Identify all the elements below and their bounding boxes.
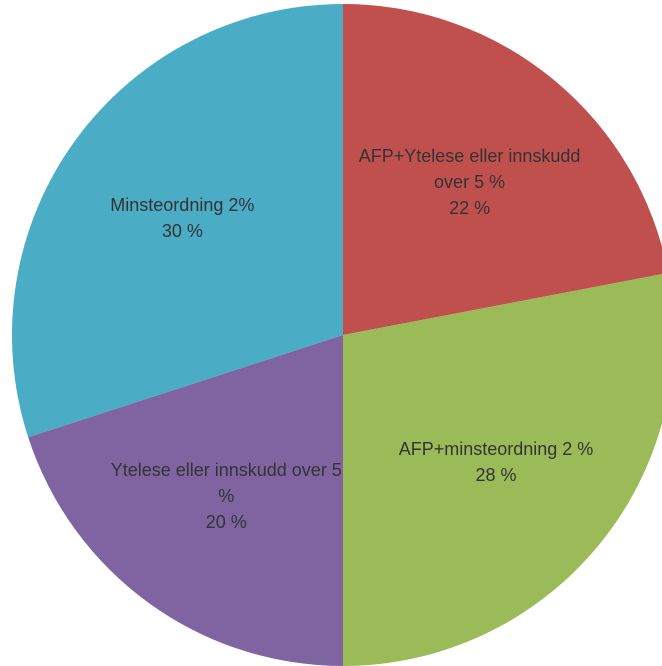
slice-label: Ytelese eller innskudd over 5 % 20 %: [106, 457, 346, 535]
pie-slice: [11, 4, 344, 438]
slice-label: Minsteordning 2% 30 %: [62, 192, 302, 244]
category-label: Ytelese eller innskudd over 5 %: [110, 459, 342, 506]
category-label: Minsteordning 2%: [110, 195, 255, 216]
pie-slice: [343, 4, 662, 335]
value-label: 20 %: [205, 511, 247, 532]
pie-slice: [343, 274, 662, 666]
pie-slice: [28, 335, 344, 666]
slice-label: AFP+Ytelese eller innskudd over 5 % 22 %: [350, 143, 590, 221]
slice-label: AFP+minsteordning 2 % 28 %: [376, 436, 616, 488]
value-label: 22 %: [449, 197, 491, 218]
category-label: AFP+minsteordning 2 %: [398, 438, 594, 459]
category-label: AFP+Ytelese eller innskudd over 5 %: [358, 145, 581, 192]
value-label: 30 %: [161, 221, 203, 242]
value-label: 28 %: [475, 464, 517, 485]
